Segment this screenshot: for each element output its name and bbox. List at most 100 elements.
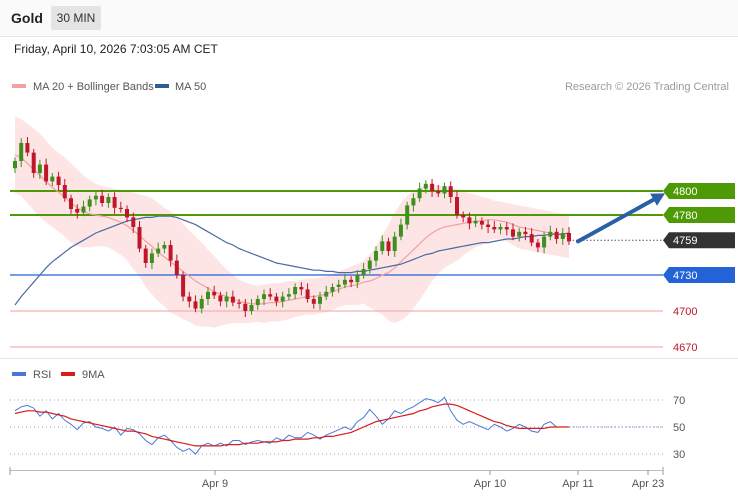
rsi-tick-label: 50 [673, 422, 685, 434]
candle-body [143, 248, 148, 263]
candle-body [355, 275, 360, 283]
candle-body [448, 186, 453, 197]
rsi-tick-label: 30 [673, 449, 685, 461]
candle-body [560, 233, 565, 239]
candle-body [149, 253, 154, 263]
price-tag [663, 267, 735, 283]
candle-body [405, 205, 410, 225]
price-tag-label: 4670 [673, 342, 697, 354]
price-tag-label: 4730 [673, 270, 697, 282]
candle-body [131, 217, 136, 227]
price-levels [10, 190, 663, 348]
candle-body [324, 291, 329, 297]
candle-body [479, 221, 484, 225]
rsi-legend-label: RSI [33, 369, 51, 381]
candle-body [498, 227, 503, 230]
timeframe-button[interactable]: 30 MIN [51, 6, 101, 30]
candle-body [461, 215, 466, 218]
candle-body [62, 185, 67, 199]
candle-body [137, 227, 142, 249]
candle-body [398, 224, 403, 237]
candle-body [492, 227, 497, 230]
candle-body [218, 295, 223, 302]
candle-body [517, 231, 522, 237]
candle-body [349, 279, 354, 283]
price-tag-label: 4780 [673, 210, 697, 222]
candle-body [467, 217, 472, 224]
candle-body [305, 289, 310, 299]
candle-body [455, 197, 459, 215]
candle-body [411, 198, 416, 206]
forecast-arrow-head [650, 193, 665, 206]
candle-body [280, 296, 285, 302]
candle-body [162, 245, 167, 249]
price-tags: 4800 4780 4759 4730 4700 4670 [663, 183, 735, 354]
candle-body [548, 231, 553, 237]
candle-body [330, 287, 335, 292]
rsi-ma-legend-label: 9MA [82, 369, 105, 381]
x-tick-label: Apr 23 [632, 478, 664, 490]
candle-body [243, 303, 248, 311]
candle-body [31, 152, 36, 173]
candle-body [118, 207, 123, 209]
candle-body [392, 236, 397, 251]
price-tag [663, 183, 735, 199]
rsi-ma-line [14, 403, 569, 447]
x-tick-label: Apr 9 [202, 478, 228, 490]
price-tag-label: 4700 [673, 306, 697, 318]
candle-body [100, 195, 105, 203]
candle-body [125, 209, 129, 218]
candle-body [430, 183, 435, 191]
candle-body [112, 197, 117, 208]
instrument-title: Gold [11, 10, 43, 26]
candle-body [336, 284, 341, 287]
candle-body [37, 164, 42, 173]
rsi-ma-legend-swatch [61, 372, 75, 376]
rsi-tick-label: 70 [673, 395, 685, 407]
candle-body [529, 234, 534, 243]
candle-body [174, 260, 179, 275]
candle-body [274, 296, 279, 302]
candles [13, 137, 571, 317]
price-tag [663, 207, 735, 223]
candle-body [542, 236, 547, 248]
forecast-arrow-shaft [576, 197, 656, 244]
rsi-lines [14, 396, 663, 455]
candle-body [380, 241, 385, 251]
candle-body [318, 296, 322, 304]
candle-body [504, 227, 509, 230]
header-bar: Gold 30 MIN [0, 0, 738, 37]
candle-body [255, 299, 260, 305]
candle-body [81, 206, 86, 213]
price-tag-label: 4800 [673, 186, 697, 198]
ma50-legend-swatch [155, 84, 169, 88]
candle-body [75, 209, 80, 213]
candle-body [567, 233, 571, 242]
candle-body [230, 296, 235, 303]
candle-body [268, 294, 273, 297]
ma20-legend-label: MA 20 + Bollinger Bands [33, 81, 154, 93]
candle-body [69, 198, 73, 209]
candle-body [93, 195, 98, 200]
candle-body [486, 224, 491, 227]
candle-body [206, 291, 210, 299]
candle-body [106, 197, 111, 203]
x-tick-label: Apr 10 [474, 478, 506, 490]
ma50-legend-label: MA 50 [175, 81, 206, 93]
candle-body [374, 251, 378, 261]
rsi-line [14, 396, 569, 455]
candle-body [199, 299, 204, 309]
candle-body [535, 242, 540, 248]
ma50-line [14, 215, 570, 306]
price-tag [663, 232, 735, 249]
candle-body [511, 229, 515, 237]
candle-body [523, 231, 528, 235]
candle-body [436, 191, 441, 194]
candle-body [293, 287, 298, 295]
candle-body [367, 260, 372, 269]
time-axis: Apr 9 Apr 10 Apr 11 Apr 23 [9, 467, 664, 490]
candle-body [554, 231, 559, 239]
chart-datetime: Friday, April 10, 2026 7:03:05 AM CET [14, 42, 218, 56]
